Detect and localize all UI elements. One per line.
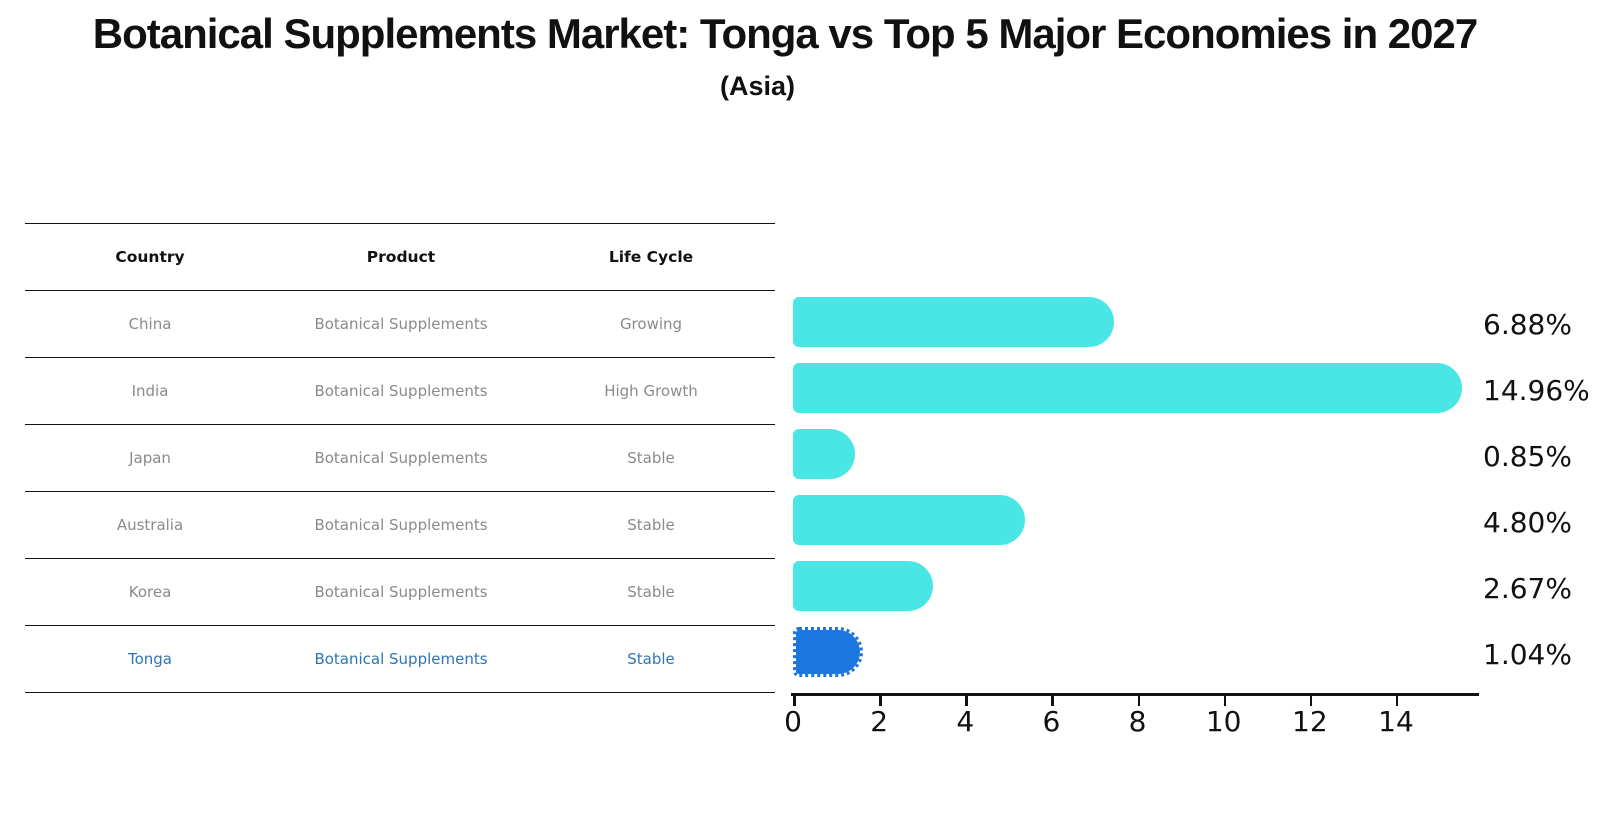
table-row-australia: Australia Botanical Supplements Stable [25, 491, 775, 558]
cell-country: Japan [129, 449, 171, 467]
chart-title: Botanical Supplements Market: Tonga vs T… [92, 10, 1478, 57]
x-tick [879, 696, 882, 706]
x-tick [793, 696, 796, 706]
x-tick [1395, 696, 1399, 706]
bar-korea [793, 561, 933, 611]
cell-life-cycle: Stable [627, 650, 675, 668]
x-tick [1051, 696, 1054, 706]
country-table: Country Product Life Cycle China Botanica… [25, 223, 775, 693]
table-rows: China Botanical Supplements Growing India Bo… [25, 290, 775, 693]
x-tick-label: 2 [870, 705, 889, 738]
cell-product: Botanical Supplements [314, 449, 488, 467]
x-tick-label: 8 [1128, 705, 1147, 738]
cell-country: Korea [128, 583, 172, 601]
chart-subtitle: (Asia) [719, 71, 795, 101]
column-header-country: Country [115, 248, 185, 266]
value-label-australia: 4.80% [1483, 506, 1572, 539]
x-tick-label: 10 [1205, 705, 1242, 738]
cell-country: Tonga [127, 650, 172, 668]
cell-product: Botanical Supplements [314, 315, 488, 333]
column-header-product: Product [366, 248, 436, 266]
cell-product: Botanical Supplements [314, 382, 488, 400]
x-tick-label: 6 [1042, 705, 1061, 738]
cell-life-cycle: Stable [627, 583, 675, 601]
bar-china [793, 297, 1115, 347]
column-header-life-cycle: Life Cycle [608, 248, 694, 266]
x-tick [1223, 696, 1227, 706]
table-row-korea: Korea Botanical Supplements Stable [25, 558, 775, 625]
cell-country: Australia [116, 516, 184, 534]
table-header-row: Country Product Life Cycle [25, 223, 775, 290]
bar-tonga [793, 627, 863, 677]
cell-life-cycle: Growing [619, 315, 683, 333]
bar-japan [793, 429, 855, 479]
x-axis-line [791, 693, 1479, 696]
table-row-tonga: Tonga Botanical Supplements Stable [25, 625, 775, 693]
cell-life-cycle: Stable [627, 516, 675, 534]
x-tick [965, 696, 968, 706]
x-tick [1137, 696, 1141, 706]
table-row-china: China Botanical Supplements Growing [25, 290, 775, 357]
value-label-tonga: 1.04% [1483, 638, 1572, 671]
bar-india [793, 363, 1463, 413]
value-label-korea: 2.67% [1483, 572, 1572, 605]
x-tick-label: 0 [784, 705, 802, 738]
table-row-india: India Botanical Supplements High Growth [25, 357, 775, 424]
cell-life-cycle: High Growth [604, 382, 698, 400]
cell-life-cycle: Stable [627, 449, 675, 467]
cell-product: Botanical Supplements [314, 516, 488, 534]
x-tick-label: 14 [1378, 705, 1414, 738]
x-tick-label: 12 [1292, 705, 1328, 738]
cell-country: China [128, 315, 172, 333]
value-label-china: 6.88% [1483, 308, 1572, 341]
value-label-india: 14.96% [1483, 374, 1590, 407]
x-tick-label: 4 [956, 705, 975, 738]
value-label-japan: 0.85% [1483, 440, 1572, 473]
table-row-japan: Japan Botanical Supplements Stable [25, 424, 775, 491]
cell-country: India [131, 382, 169, 400]
cell-product: Botanical Supplements [314, 583, 488, 601]
x-tick [1309, 696, 1313, 706]
cell-product: Botanical Supplements [314, 650, 488, 668]
bar-australia [793, 495, 1025, 545]
